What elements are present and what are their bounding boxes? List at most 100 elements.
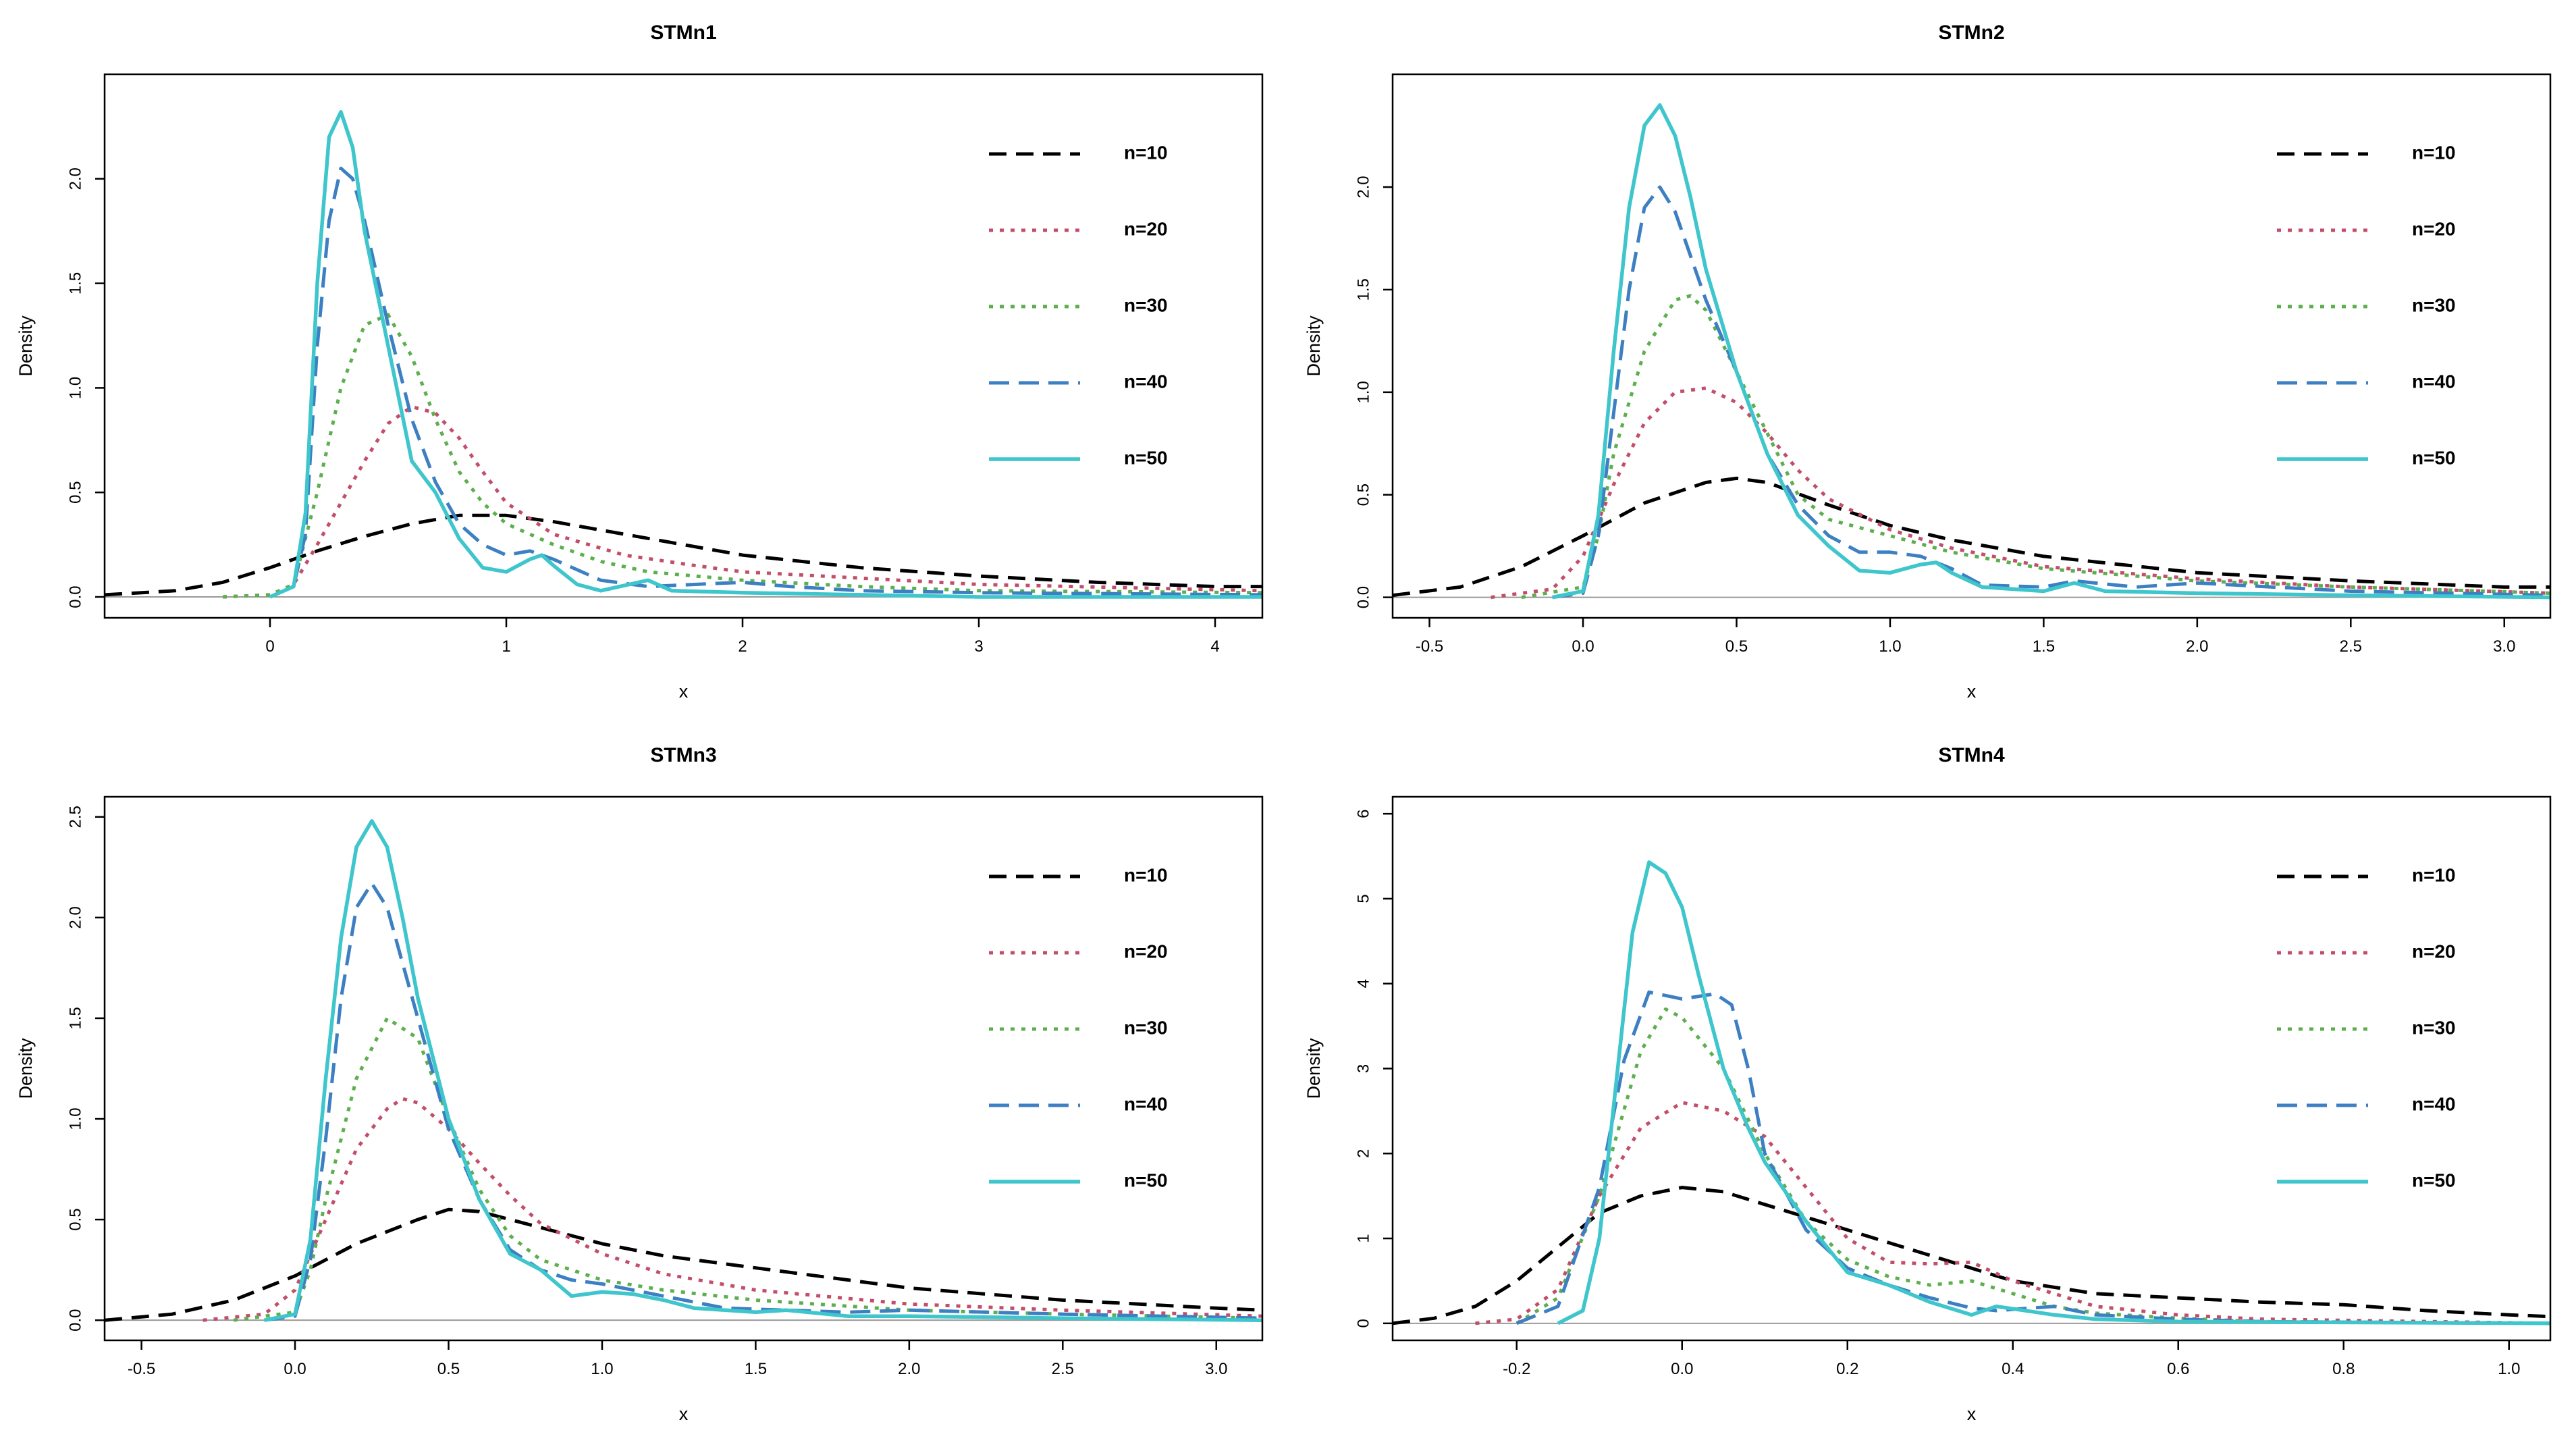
plot-frame — [1391, 795, 2552, 1342]
legend-label: n=40 — [1124, 1093, 1168, 1114]
series-line-n-20 — [222, 404, 1262, 599]
x-tick-label: 2.0 — [2186, 637, 2208, 656]
x-tick-label: 2.0 — [898, 1360, 920, 1378]
x-axis-label: x — [1967, 1404, 1977, 1424]
series-line-n-10 — [105, 513, 1262, 597]
x-tick-label: -0.2 — [1503, 1360, 1530, 1378]
series-line-n-20 — [203, 1097, 1262, 1322]
legend-label: n=50 — [2412, 1170, 2456, 1190]
chart-title: STMn1 — [650, 22, 716, 44]
density-chart-1: STMn1 0 1 2 3 4 0.0 0.5 1.0 1.5 2.0 x Density n=10 n=2… — [16, 22, 1264, 702]
x-tick-label: 1.5 — [745, 1360, 767, 1378]
legend-label: n=30 — [1124, 1017, 1168, 1038]
y-tick-label: 0.0 — [66, 585, 84, 608]
x-tick-label: 0.5 — [437, 1360, 460, 1378]
x-tick-label: 1.5 — [2033, 637, 2055, 656]
legend-label: n=30 — [2412, 294, 2456, 315]
legend-label: n=10 — [1124, 864, 1168, 885]
legend-label: n=20 — [2412, 941, 2456, 962]
x-tick-label: 2.5 — [2340, 637, 2362, 656]
x-tick-label: 0 — [265, 637, 274, 656]
chart-title: STMn3 — [650, 744, 716, 766]
legend-label: n=40 — [2412, 371, 2456, 392]
density-chart-2: STMn2 -0.5 0.0 0.5 1.0 1.5 2.0 2.5 3.0 0.0 0.5 1.0 1… — [1304, 22, 2552, 702]
x-tick-label: 3.0 — [2493, 637, 2515, 656]
x-tick-label: 2.5 — [1052, 1360, 1074, 1378]
legend-label: n=40 — [2412, 1093, 2456, 1114]
y-tick-label: 3 — [1354, 1064, 1372, 1073]
y-axis-label: Density — [1304, 315, 1324, 377]
plot-frame — [1391, 73, 2552, 619]
legend-label: n=20 — [1124, 218, 1168, 239]
x-tick-label: 2 — [738, 637, 747, 656]
x-tick-label: 0.0 — [1671, 1360, 1693, 1378]
legend-label: n=20 — [1124, 941, 1168, 962]
chart-title: STMn2 — [1938, 22, 2004, 44]
y-tick-label: 1.0 — [66, 1107, 84, 1130]
x-tick-label: -0.5 — [1416, 637, 1443, 656]
legend-label: n=50 — [1124, 1170, 1168, 1190]
y-tick-label: 0.5 — [66, 1208, 84, 1230]
legend-label: n=10 — [2412, 864, 2456, 885]
y-tick-label: 2.0 — [66, 906, 84, 928]
density-chart-4: STMn4 -0.2 0.0 0.2 0.4 0.6 0.8 1.0 0 1 2 3 4 5 6 x Densi… — [1304, 744, 2552, 1424]
series-line-n-50 — [264, 819, 1262, 1322]
x-tick-label: 0.5 — [1725, 637, 1748, 656]
x-tick-label: -0.5 — [128, 1360, 155, 1378]
y-tick-label: 6 — [1354, 809, 1372, 818]
legend-label: n=10 — [1124, 142, 1168, 163]
chart-title: STMn4 — [1938, 744, 2005, 766]
series-line-n-10 — [1393, 1186, 2550, 1325]
y-tick-label: 2.0 — [1354, 176, 1372, 198]
x-axis-label: x — [679, 1404, 689, 1424]
plot-frame — [103, 795, 1264, 1342]
series-line-n-50 — [1557, 860, 2550, 1325]
series-line-n-30 — [222, 313, 1262, 599]
y-axis-label: Density — [16, 315, 36, 377]
y-tick-label: 1 — [1354, 1234, 1372, 1242]
y-tick-label: 1.5 — [66, 272, 84, 294]
y-tick-label: 1.5 — [66, 1007, 84, 1029]
y-tick-label: 2.5 — [66, 806, 84, 828]
legend-label: n=40 — [1124, 371, 1168, 392]
x-tick-label: 0.8 — [2332, 1360, 2355, 1378]
y-tick-label: 0.5 — [66, 481, 84, 504]
legend-label: n=30 — [1124, 294, 1168, 315]
x-tick-label: 0.2 — [1836, 1360, 1858, 1378]
y-tick-label: 1.0 — [1354, 381, 1372, 403]
x-axis-label: x — [1967, 681, 1977, 702]
y-axis-label: Density — [16, 1038, 36, 1099]
y-tick-label: 2.0 — [66, 167, 84, 190]
x-tick-label: 3.0 — [1205, 1360, 1227, 1378]
y-axis-label: Density — [1304, 1038, 1324, 1099]
plot-frame — [103, 73, 1264, 619]
series-line-n-20 — [1475, 1101, 2550, 1325]
series-line-n-30 — [233, 1016, 1262, 1322]
y-tick-label: 2 — [1354, 1149, 1372, 1158]
x-axis-label: x — [679, 681, 689, 702]
legend-label: n=50 — [2412, 447, 2456, 468]
x-tick-label: 1.0 — [2498, 1360, 2520, 1378]
x-tick-label: 0.0 — [284, 1360, 306, 1378]
series-line-n-10 — [1393, 476, 2550, 598]
series-line-n-50 — [1552, 103, 2550, 600]
legend-label: n=20 — [2412, 218, 2456, 239]
series-line-n-30 — [1515, 1007, 2550, 1325]
series-line-n-40 — [1552, 185, 2550, 600]
x-tick-label: 1.0 — [591, 1360, 613, 1378]
x-tick-label: 0.0 — [1572, 637, 1594, 656]
series-line-n-30 — [1521, 294, 2550, 600]
legend-label: n=30 — [2412, 1017, 2456, 1038]
series-line-n-10 — [105, 1207, 1262, 1322]
x-tick-label: 1.0 — [1879, 637, 1901, 656]
y-tick-label: 0.0 — [1354, 586, 1372, 608]
x-tick-label: 1 — [502, 637, 510, 656]
series-line-n-40 — [1515, 990, 2550, 1325]
y-tick-label: 1.5 — [1354, 278, 1372, 300]
y-tick-label: 0 — [1354, 1319, 1372, 1328]
y-tick-label: 4 — [1354, 979, 1372, 988]
series-line-n-40 — [269, 166, 1262, 599]
density-chart-3: STMn3 -0.5 0.0 0.5 1.0 1.5 2.0 2.5 3.0 0.0 0.5 1.0 1… — [16, 744, 1264, 1424]
legend-label: n=50 — [1124, 447, 1168, 468]
